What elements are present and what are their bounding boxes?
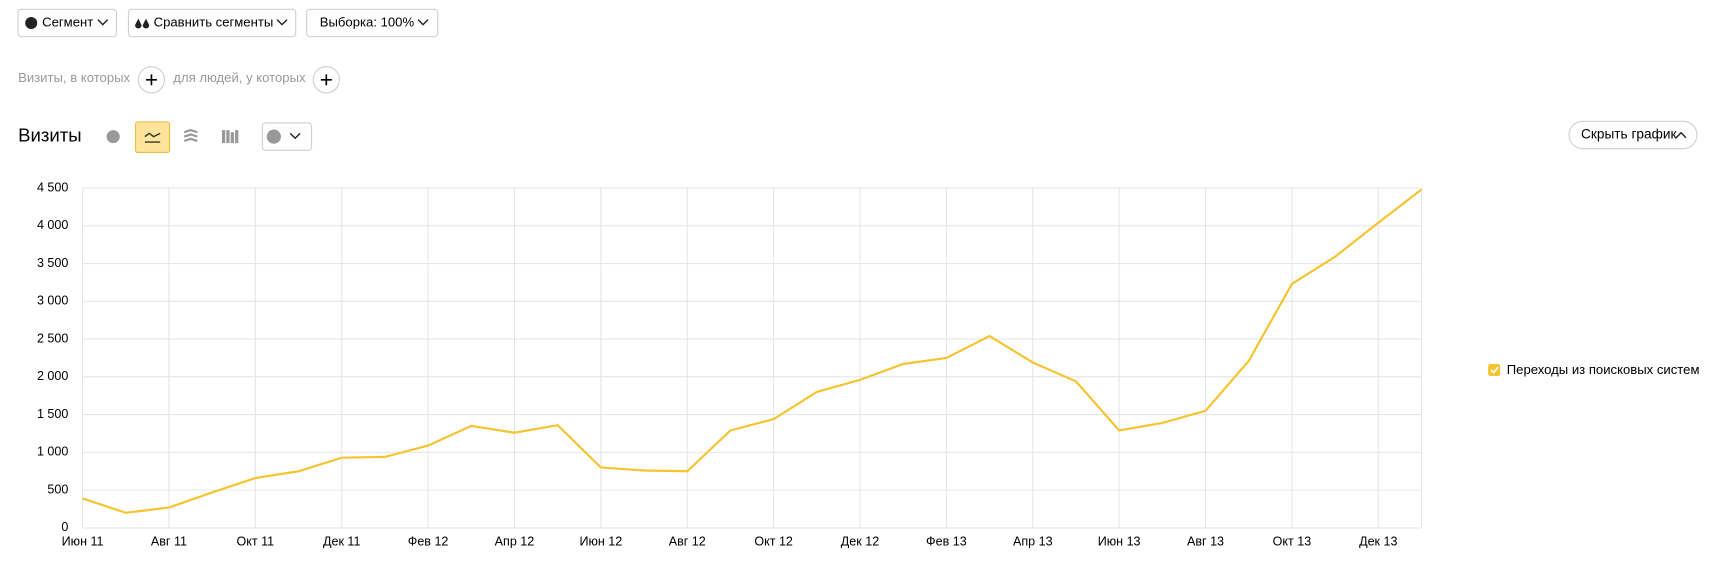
filter-people: для людей, у которых <box>173 70 306 85</box>
x-tick-label: Июн 13 <box>1098 534 1141 548</box>
data-line <box>82 188 1423 514</box>
x-tick-label: Окт 12 <box>754 534 793 548</box>
annotation-menu[interactable] <box>261 122 313 151</box>
x-tick-label: Апр 13 <box>1013 534 1053 548</box>
sample-button[interactable]: Выборка: 100% <box>306 8 439 38</box>
y-tick-label: 1 000 <box>37 445 68 459</box>
line-view[interactable] <box>135 121 171 154</box>
x-tick-label: Фев 12 <box>408 534 449 548</box>
legend-checkbox[interactable] <box>1488 363 1501 376</box>
filter-visits: Визиты, в которых <box>18 70 130 85</box>
y-tick-label: 4 000 <box>37 218 68 232</box>
x-tick-label: Дек 13 <box>1359 534 1397 548</box>
y-tick-label: 500 <box>47 482 68 496</box>
segment-button[interactable]: Сегмент <box>17 8 118 38</box>
y-tick-label: 2 500 <box>37 331 68 345</box>
y-tick-label: 3 000 <box>37 294 68 308</box>
legend-label: Переходы из поисковых систем <box>1507 362 1700 377</box>
x-tick-label: Авг 13 <box>1187 534 1224 548</box>
x-tick-label: Авг 11 <box>151 534 187 548</box>
hide-chart-label: Скрыть график <box>1581 127 1677 142</box>
y-tick-label: 2 000 <box>37 369 68 383</box>
plot: 0 500 1 000 1 500 2 000 2 500 3 000 3 500 4 000 4… <box>37 180 1423 548</box>
x-tick-label: Июн 12 <box>579 534 622 548</box>
x-tick-label: Авг 12 <box>669 534 706 548</box>
pie-view[interactable] <box>106 130 120 144</box>
section-title: Визиты <box>18 125 82 146</box>
compare-label: Сравнить сегменты <box>154 14 274 29</box>
x-tick-label: Дек 11 <box>323 534 360 548</box>
hide-chart-button[interactable]: Скрыть график <box>1568 120 1698 150</box>
x-tick-label: Апр 12 <box>495 534 535 548</box>
area-view[interactable] <box>183 128 198 143</box>
y-tick-label: 4 500 <box>37 180 68 194</box>
y-tick-label: 0 <box>61 520 68 534</box>
y-tick-label: 1 500 <box>37 407 68 421</box>
x-tick-label: Дек 12 <box>841 534 879 548</box>
legend[interactable]: Переходы из поисковых систем <box>1488 362 1699 377</box>
x-tick-label: Окт 13 <box>1273 534 1312 548</box>
x-tick-label: Июн 11 <box>62 534 104 548</box>
bar-view[interactable] <box>221 130 239 144</box>
compare-button[interactable]: Сравнить сегменты <box>127 8 297 38</box>
sample-label: Выборка: 100% <box>320 14 415 29</box>
x-tick-label: Фев 13 <box>926 534 967 548</box>
add-people-filter[interactable] <box>312 66 340 94</box>
add-visit-filter[interactable] <box>137 66 166 94</box>
y-tick-label: 3 500 <box>37 256 68 270</box>
x-tick-label: Окт 11 <box>237 534 275 548</box>
segment-label: Сегмент <box>42 14 93 29</box>
